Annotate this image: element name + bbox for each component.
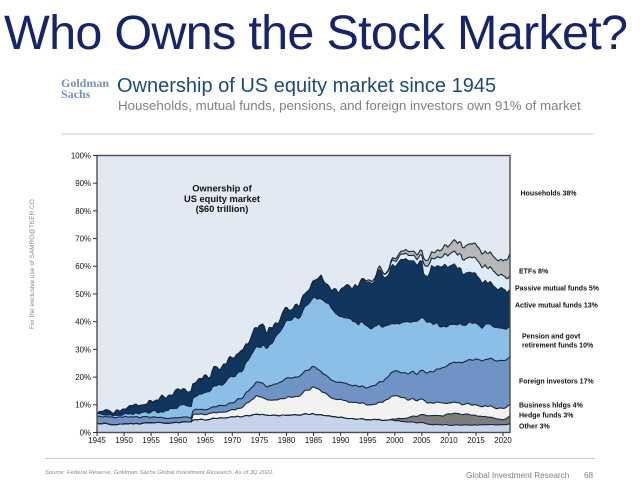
svg-text:90%: 90% (75, 179, 91, 188)
svg-text:100%: 100% (71, 151, 91, 160)
svg-text:1965: 1965 (197, 436, 215, 445)
svg-text:retirement funds 10%: retirement funds 10% (522, 343, 594, 350)
svg-text:1955: 1955 (142, 436, 160, 445)
svg-text:2015: 2015 (467, 436, 485, 445)
svg-text:1950: 1950 (115, 436, 133, 445)
svg-text:1945: 1945 (88, 436, 106, 445)
svg-text:70%: 70% (75, 235, 91, 244)
svg-text:10%: 10% (75, 401, 91, 410)
svg-text:Passive mutual funds 5%: Passive mutual funds 5% (515, 286, 600, 293)
svg-text:1990: 1990 (332, 436, 350, 445)
svg-text:1995: 1995 (359, 436, 377, 445)
svg-text:2000: 2000 (386, 436, 404, 445)
svg-text:80%: 80% (75, 207, 91, 216)
svg-text:1970: 1970 (224, 436, 242, 445)
svg-text:US equity market: US equity market (184, 194, 260, 204)
svg-text:1960: 1960 (169, 436, 187, 445)
svg-text:40%: 40% (75, 318, 91, 327)
svg-text:20%: 20% (75, 373, 91, 382)
svg-text:0%: 0% (80, 428, 91, 437)
svg-text:1985: 1985 (305, 436, 323, 445)
svg-text:60%: 60% (75, 262, 91, 271)
svg-text:($60 trillion): ($60 trillion) (196, 204, 249, 214)
svg-text:Households 38%: Households 38% (521, 191, 578, 198)
svg-text:Other 3%: Other 3% (519, 424, 551, 431)
svg-text:50%: 50% (75, 290, 91, 299)
svg-text:2020: 2020 (494, 436, 512, 445)
svg-text:Active mutual funds 13%: Active mutual funds 13% (515, 303, 599, 310)
svg-text:2010: 2010 (440, 436, 458, 445)
svg-text:Foreign investors 17%: Foreign investors 17% (519, 379, 594, 386)
svg-text:Business hldgs 4%: Business hldgs 4% (519, 403, 584, 410)
svg-text:1980: 1980 (278, 436, 296, 445)
svg-text:2005: 2005 (413, 436, 431, 445)
svg-text:Hedge funds 3%: Hedge funds 3% (519, 413, 574, 420)
svg-text:30%: 30% (75, 345, 91, 354)
svg-text:ETFs 8%: ETFs 8% (519, 269, 549, 276)
svg-text:Ownership of: Ownership of (192, 184, 252, 194)
svg-text:Pension and govt: Pension and govt (522, 334, 581, 341)
svg-text:1975: 1975 (251, 436, 269, 445)
